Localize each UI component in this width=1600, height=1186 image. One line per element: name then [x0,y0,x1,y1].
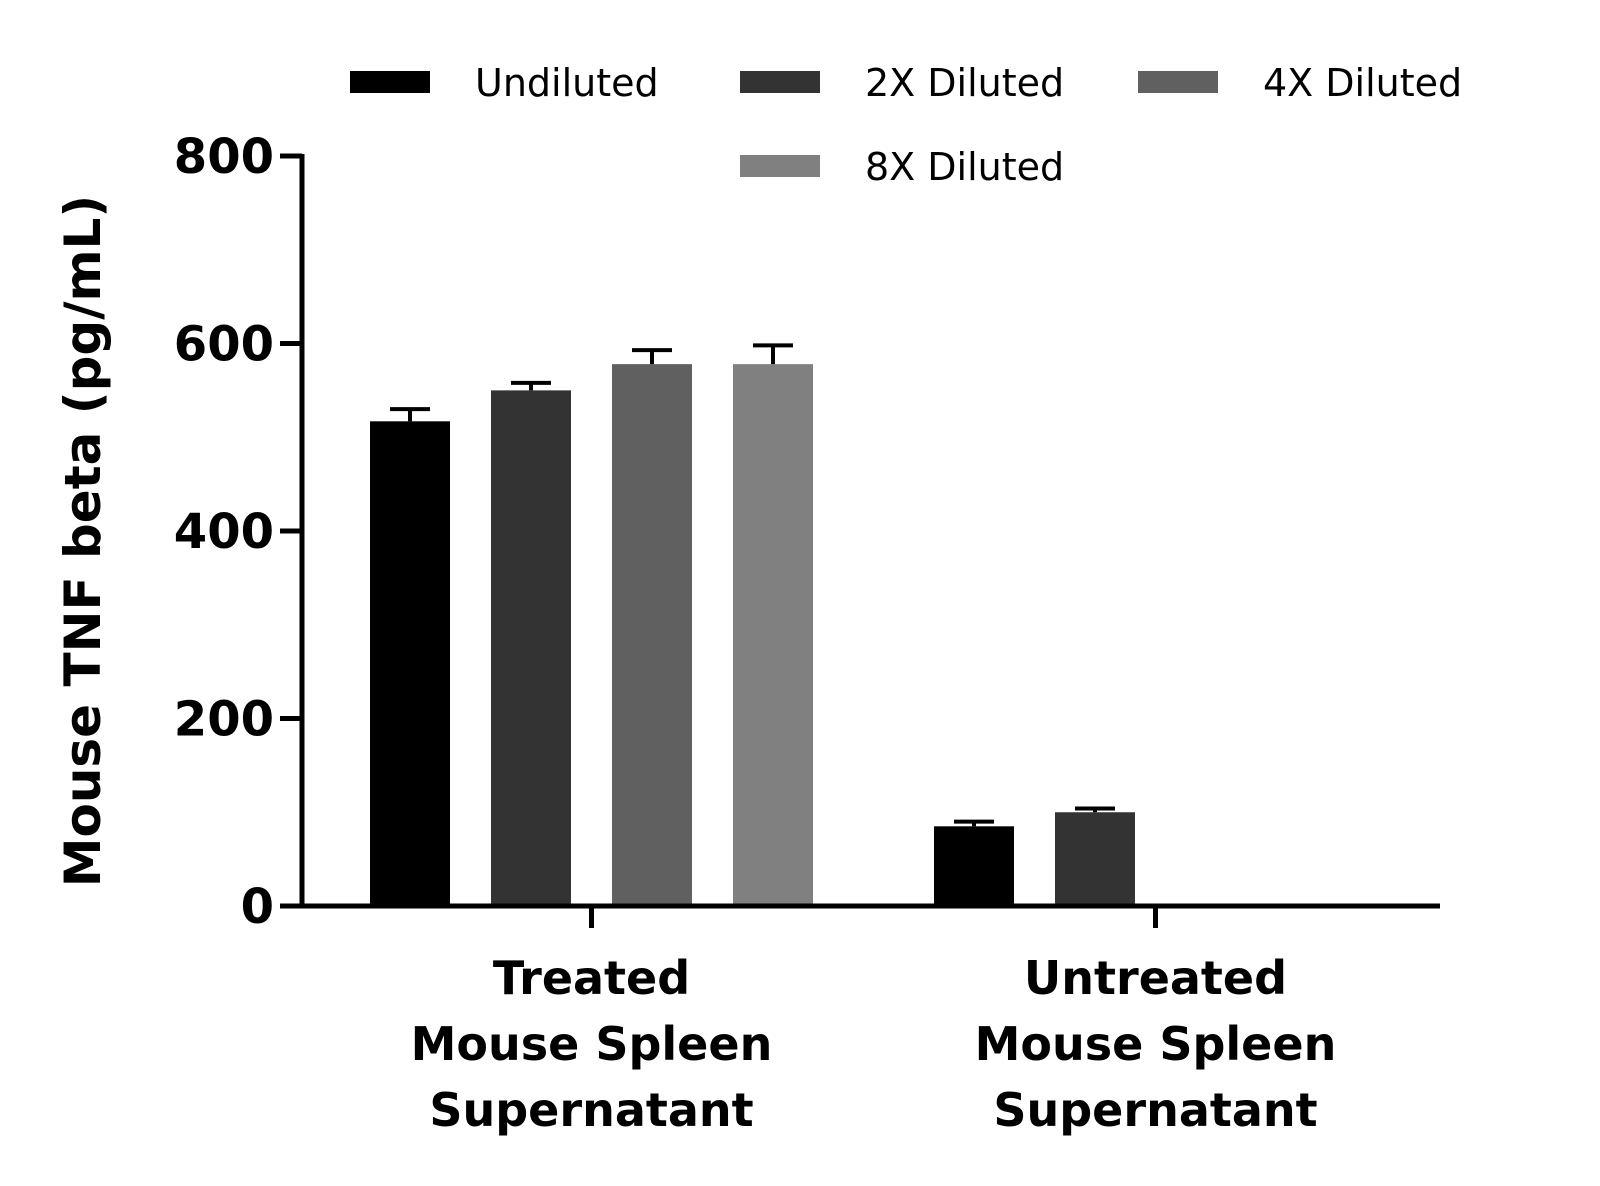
y-tick-label-600: 600 [174,317,274,373]
category-label-1-line-2: Supernatant [993,1083,1317,1137]
category-label-1-line-1: Mouse Spleen [975,1017,1337,1071]
category-label-0-line-1: Mouse Spleen [411,1017,773,1071]
x-ticks: Treated Mouse Spleen Supernatant Untreated M… [411,906,1337,1137]
y-ticks: 0 200 400 600 800 [174,129,302,935]
legend: Undiluted 2X Diluted 4X Diluted 8X Diluted [350,61,1462,189]
legend-swatch-0 [350,71,430,93]
y-tick-label-400: 400 [174,504,274,560]
category-label-1-line-0: Untreated [1024,951,1287,1005]
category-label-0-line-0: Treated [493,951,690,1005]
bars [370,364,1135,906]
y-axis-label: Mouse TNF beta (pg/mL) [54,195,112,888]
y-tick-label-0: 0 [241,879,274,935]
legend-swatch-3 [740,155,820,177]
y-tick-label-800: 800 [174,129,274,185]
bar-0-3 [733,364,813,906]
legend-label-2: 4X Diluted [1263,61,1462,105]
legend-swatch-2 [1138,71,1218,93]
legend-label-1: 2X Diluted [865,61,1064,105]
legend-swatch-1 [740,71,820,93]
legend-label-3: 8X Diluted [865,145,1064,189]
bar-1-0 [934,826,1014,906]
category-label-0-line-2: Supernatant [429,1083,753,1137]
bar-0-2 [612,364,692,906]
y-tick-label-200: 200 [174,692,274,748]
axes [299,154,1440,909]
bar-1-1 [1055,812,1135,906]
legend-label-0: Undiluted [475,61,659,105]
bar-0-0 [370,421,450,906]
error-bars [390,343,1115,827]
bar-0-1 [491,390,571,906]
